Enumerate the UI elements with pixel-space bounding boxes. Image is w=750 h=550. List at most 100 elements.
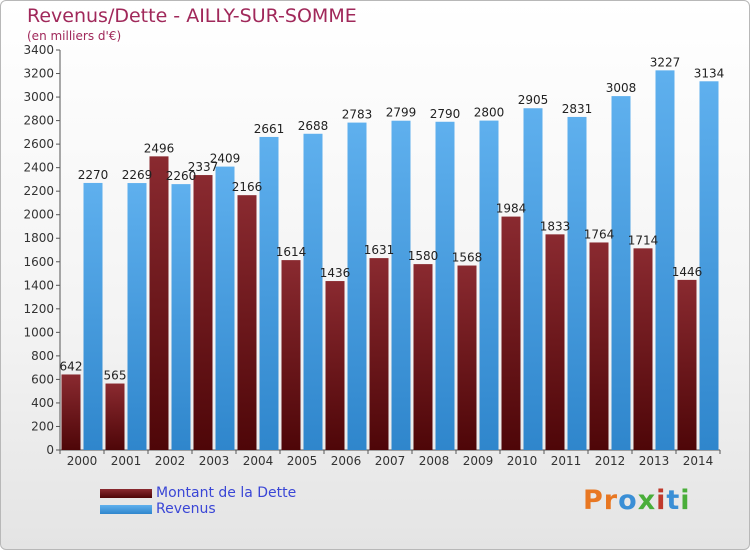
x-tick-label: 2005 xyxy=(287,454,318,468)
bar-revenus xyxy=(215,166,235,450)
bar-dette xyxy=(589,242,609,450)
bar-revenus xyxy=(435,121,455,450)
bar-dette xyxy=(105,383,125,450)
bar-revenus xyxy=(523,108,543,450)
x-tick-label: 2002 xyxy=(155,454,186,468)
data-label-revenus: 2661 xyxy=(254,122,285,136)
y-tick-label: 1600 xyxy=(23,255,54,269)
y-tick-label: 600 xyxy=(31,372,54,386)
x-tick-label: 2009 xyxy=(463,454,494,468)
bar-dette xyxy=(149,156,169,450)
data-label-dette: 1446 xyxy=(672,265,703,279)
bar-dette xyxy=(413,264,433,450)
y-tick-label: 2400 xyxy=(23,161,54,175)
data-label-revenus: 3008 xyxy=(606,81,637,95)
y-tick-label: 3000 xyxy=(23,90,54,104)
chart-title: Revenus/Dette - AILLY-SUR-SOMME xyxy=(27,5,357,27)
y-tick-label: 1000 xyxy=(23,325,54,339)
data-label-revenus: 2260 xyxy=(166,169,197,183)
bar-revenus xyxy=(611,96,631,450)
y-tick-label: 2200 xyxy=(23,184,54,198)
data-label-dette: 642 xyxy=(60,359,83,373)
x-tick-label: 2003 xyxy=(199,454,230,468)
bar-dette xyxy=(369,258,389,450)
x-tick-label: 2011 xyxy=(551,454,582,468)
x-tick-label: 2012 xyxy=(595,454,626,468)
bar-revenus xyxy=(655,70,675,451)
bar-dette xyxy=(281,260,301,450)
logo-letter: t xyxy=(666,485,681,516)
data-label-revenus: 2688 xyxy=(298,119,329,133)
data-label-revenus: 2790 xyxy=(430,107,461,121)
y-tick-label: 1200 xyxy=(23,302,54,316)
data-label-revenus: 2783 xyxy=(342,108,373,122)
data-label-dette: 2337 xyxy=(188,160,219,174)
legend-label-debt: Montant de la Dette xyxy=(156,485,297,501)
x-tick-label: 2014 xyxy=(683,454,714,468)
y-tick-label: 200 xyxy=(31,419,54,433)
x-tick-label: 2006 xyxy=(331,454,362,468)
bar-revenus xyxy=(83,182,103,451)
data-label-revenus: 2269 xyxy=(122,168,153,182)
bar-dette xyxy=(61,374,81,450)
data-label-revenus: 2409 xyxy=(210,152,241,166)
legend-swatch-debt xyxy=(100,489,152,498)
data-label-dette: 1568 xyxy=(452,251,483,265)
y-tick-label: 2600 xyxy=(23,137,54,151)
data-label-revenus: 3134 xyxy=(694,66,725,80)
bar-dette xyxy=(193,175,213,450)
logo-letter: P xyxy=(583,485,604,516)
data-label-dette: 2496 xyxy=(144,141,175,155)
bar-revenus xyxy=(479,120,499,451)
x-tick-label: 2008 xyxy=(419,454,450,468)
bar-dette xyxy=(545,234,565,450)
data-label-dette: 1764 xyxy=(584,227,615,241)
y-tick-label: 800 xyxy=(31,349,54,363)
data-label-dette: 565 xyxy=(104,369,127,383)
bar-dette xyxy=(237,195,257,450)
logo-letter: o xyxy=(618,485,638,516)
proxiti-logo: Proxiti xyxy=(583,485,691,516)
x-tick-label: 2000 xyxy=(67,454,98,468)
y-tick-label: 1800 xyxy=(23,231,54,245)
data-label-revenus: 2905 xyxy=(518,93,549,107)
chart-bars xyxy=(61,70,719,451)
bar-revenus xyxy=(303,133,323,450)
legend-swatch-revenus xyxy=(100,505,152,514)
data-label-dette: 1714 xyxy=(628,233,659,247)
data-label-dette: 1833 xyxy=(540,219,571,233)
x-tick-label: 2010 xyxy=(507,454,538,468)
y-tick-label: 400 xyxy=(31,396,54,410)
data-label-dette: 2166 xyxy=(232,180,263,194)
data-label-dette: 1614 xyxy=(276,245,307,259)
data-label-revenus: 3227 xyxy=(650,55,681,69)
data-label-revenus: 2799 xyxy=(386,106,417,120)
chart-data-labels: 642 565 2496 2337 2166 1614 1436 1631 1580 1568 19… xyxy=(60,55,725,382)
bar-dette xyxy=(501,216,521,450)
x-tick-label: 2007 xyxy=(375,454,406,468)
data-label-revenus: 2831 xyxy=(562,102,593,116)
logo-letter: r xyxy=(603,485,619,516)
y-tick-label: 3400 xyxy=(23,43,54,57)
logo-letter: i xyxy=(656,485,667,516)
data-label-dette: 1984 xyxy=(496,202,527,216)
bar-dette xyxy=(677,279,697,450)
x-tick-label: 2001 xyxy=(111,454,142,468)
y-tick-label: 1400 xyxy=(23,278,54,292)
chart-subtitle: (en milliers d'€) xyxy=(27,29,122,43)
data-label-revenus: 2270 xyxy=(78,168,109,182)
y-tick-label: 2800 xyxy=(23,114,54,128)
bar-dette xyxy=(457,265,477,450)
bar-revenus xyxy=(567,116,587,451)
bar-revenus xyxy=(259,136,279,451)
bar-dette xyxy=(633,248,653,450)
bar-revenus xyxy=(391,120,411,451)
data-label-revenus: 2800 xyxy=(474,106,505,120)
bar-revenus xyxy=(347,122,367,451)
data-label-dette: 1436 xyxy=(320,266,351,280)
bar-revenus xyxy=(127,183,147,450)
logo-letter: x xyxy=(637,485,657,516)
x-tick-label: 2013 xyxy=(639,454,670,468)
data-label-dette: 1631 xyxy=(364,243,395,257)
